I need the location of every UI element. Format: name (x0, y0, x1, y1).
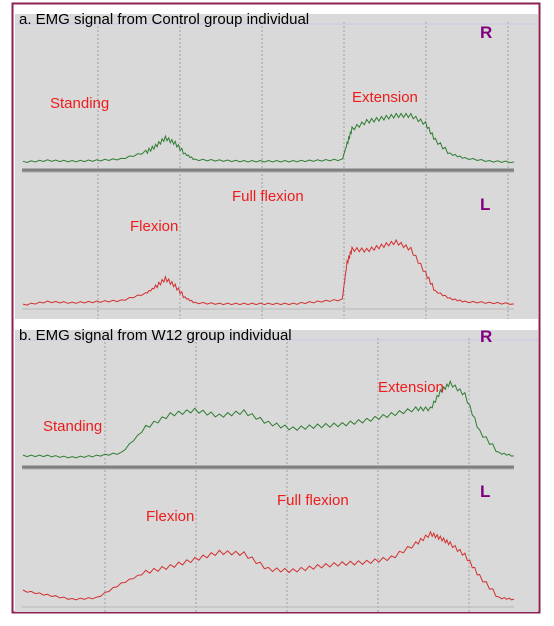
panel-title: a. EMG signal from Control group individ… (19, 11, 309, 28)
left-side-label: L (480, 195, 490, 214)
full-flexion-label: Full flexion (277, 492, 349, 509)
full-flexion-label: Full flexion (232, 188, 304, 205)
panel-a (15, 14, 538, 319)
right-channel-trace (22, 379, 515, 459)
standing-label: Standing (43, 418, 102, 435)
panel-title: b. EMG signal from W12 group individual (19, 327, 292, 344)
flexion-label: Flexion (146, 508, 194, 525)
extension-label: Extension (378, 379, 444, 396)
extension-label: Extension (352, 89, 418, 106)
panel-background (15, 330, 538, 612)
left-channel-trace (22, 530, 515, 601)
figure-frame (11, 2, 541, 614)
flexion-label: Flexion (130, 218, 178, 235)
right-side-label: R (480, 23, 492, 42)
right-channel-trace (22, 112, 515, 164)
left-side-label: L (480, 482, 490, 501)
standing-label: Standing (50, 95, 109, 112)
panel-background (15, 14, 538, 319)
left-channel-trace (22, 238, 515, 306)
right-side-label: R (480, 327, 492, 346)
panel-b (15, 330, 538, 612)
